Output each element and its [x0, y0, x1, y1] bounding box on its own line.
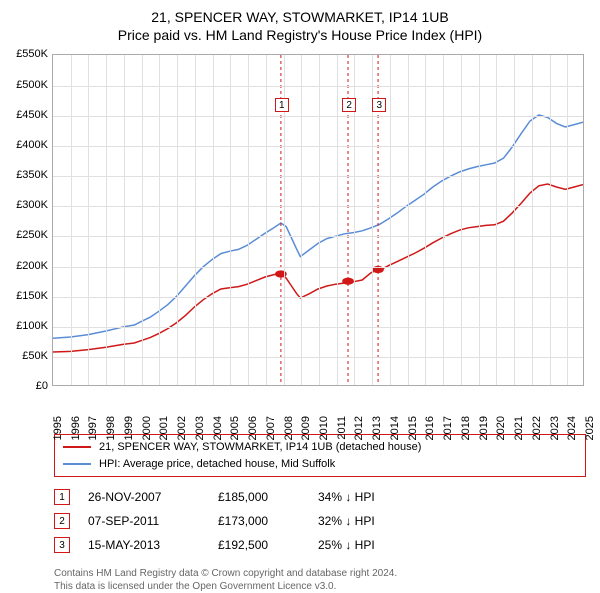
- plot-area: 1 2 3: [52, 54, 584, 386]
- x-tick-label: 2005: [229, 416, 241, 440]
- x-tick-label: 1998: [105, 416, 117, 440]
- x-tick-label: 2023: [549, 416, 561, 440]
- series-hpi: [53, 115, 583, 338]
- sale-delta: 25% ↓ HPI: [318, 538, 375, 552]
- legend-swatch: [63, 463, 91, 465]
- x-tick-label: 2016: [424, 416, 436, 440]
- x-tick-label: 1996: [70, 416, 82, 440]
- footnote-line-2: This data is licensed under the Open Gov…: [54, 580, 586, 593]
- sale-row: 3 15-MAY-2013£192,50025% ↓ HPI: [54, 533, 586, 557]
- legend-label: HPI: Average price, detached house, Mid …: [99, 458, 335, 470]
- x-tick-label: 2000: [141, 416, 153, 440]
- title-line-2: Price paid vs. HM Land Registry's House …: [0, 26, 600, 44]
- x-tick-label: 2003: [194, 416, 206, 440]
- sale-row-marker: 2: [54, 513, 70, 529]
- x-tick-label: 2012: [353, 416, 365, 440]
- y-tick-label: £500K: [10, 79, 48, 91]
- title-block: 21, SPENCER WAY, STOWMARKET, IP14 1UB Pr…: [0, 0, 600, 44]
- legend-item: HPI: Average price, detached house, Mid …: [63, 456, 577, 473]
- sale-marker-box-1: 1: [275, 98, 289, 112]
- chart-svg: [53, 55, 583, 385]
- sale-delta: 32% ↓ HPI: [318, 514, 375, 528]
- x-tick-label: 2006: [247, 416, 259, 440]
- y-tick-label: £550K: [10, 48, 48, 60]
- y-tick-label: £250K: [10, 229, 48, 241]
- sale-date: 26-NOV-2007: [88, 490, 218, 504]
- x-tick-label: 2004: [212, 416, 224, 440]
- sale-row-marker: 3: [54, 537, 70, 553]
- x-tick-label: 1997: [87, 416, 99, 440]
- y-tick-label: £300K: [10, 199, 48, 211]
- y-tick-label: £150K: [10, 290, 48, 302]
- sale-delta: 34% ↓ HPI: [318, 490, 375, 504]
- x-tick-label: 2001: [158, 416, 170, 440]
- x-tick-label: 2015: [407, 416, 419, 440]
- sale-date: 15-MAY-2013: [88, 538, 218, 552]
- y-tick-label: £450K: [10, 109, 48, 121]
- x-tick-label: 2020: [495, 416, 507, 440]
- x-tick-label: 2024: [566, 416, 578, 440]
- sale-row: 1 26-NOV-2007£185,00034% ↓ HPI: [54, 485, 586, 509]
- footnote: Contains HM Land Registry data © Crown c…: [54, 567, 586, 593]
- y-tick-label: £200K: [10, 260, 48, 272]
- y-tick-label: £0: [10, 380, 48, 392]
- y-tick-label: £50K: [10, 350, 48, 362]
- legend-label: 21, SPENCER WAY, STOWMARKET, IP14 1UB (d…: [99, 441, 421, 453]
- x-tick-label: 2011: [336, 416, 348, 440]
- x-tick-label: 2018: [460, 416, 472, 440]
- x-tick-label: 2019: [478, 416, 490, 440]
- sale-price: £192,500: [218, 538, 318, 552]
- sale-marker-dot-1: [275, 271, 287, 278]
- x-tick-label: 2017: [442, 416, 454, 440]
- x-tick-label: 2025: [584, 416, 596, 440]
- sale-row: 2 07-SEP-2011£173,00032% ↓ HPI: [54, 509, 586, 533]
- x-tick-label: 2007: [265, 416, 277, 440]
- y-tick-label: £100K: [10, 320, 48, 332]
- x-tick-label: 1995: [52, 416, 64, 440]
- x-tick-label: 2008: [283, 416, 295, 440]
- sale-row-marker: 1: [54, 489, 70, 505]
- x-tick-label: 2014: [389, 416, 401, 440]
- x-tick-label: 2021: [513, 416, 525, 440]
- legend: 21, SPENCER WAY, STOWMARKET, IP14 1UB (d…: [54, 434, 586, 477]
- legend-item: 21, SPENCER WAY, STOWMARKET, IP14 1UB (d…: [63, 439, 577, 456]
- x-tick-label: 2013: [371, 416, 383, 440]
- title-line-1: 21, SPENCER WAY, STOWMARKET, IP14 1UB: [0, 8, 600, 26]
- x-tick-label: 2010: [318, 416, 330, 440]
- x-tick-label: 2009: [300, 416, 312, 440]
- sale-price: £173,000: [218, 514, 318, 528]
- legend-swatch: [63, 446, 91, 448]
- x-tick-label: 2022: [531, 416, 543, 440]
- sales-table: 1 26-NOV-2007£185,00034% ↓ HPI 2 07-SEP-201…: [54, 485, 586, 557]
- sale-price: £185,000: [218, 490, 318, 504]
- sale-marker-box-3: 3: [372, 98, 386, 112]
- sale-marker-box-2: 2: [342, 98, 356, 112]
- sale-marker-dot-2: [342, 278, 354, 285]
- x-tick-label: 2002: [176, 416, 188, 440]
- y-tick-label: £400K: [10, 139, 48, 151]
- footnote-line-1: Contains HM Land Registry data © Crown c…: [54, 567, 586, 580]
- chart: 1 2 3 £0 £50K £100K £150K £200K £250K £300K £350K…: [10, 50, 590, 430]
- sale-date: 07-SEP-2011: [88, 514, 218, 528]
- y-tick-label: £350K: [10, 169, 48, 181]
- x-tick-label: 1999: [123, 416, 135, 440]
